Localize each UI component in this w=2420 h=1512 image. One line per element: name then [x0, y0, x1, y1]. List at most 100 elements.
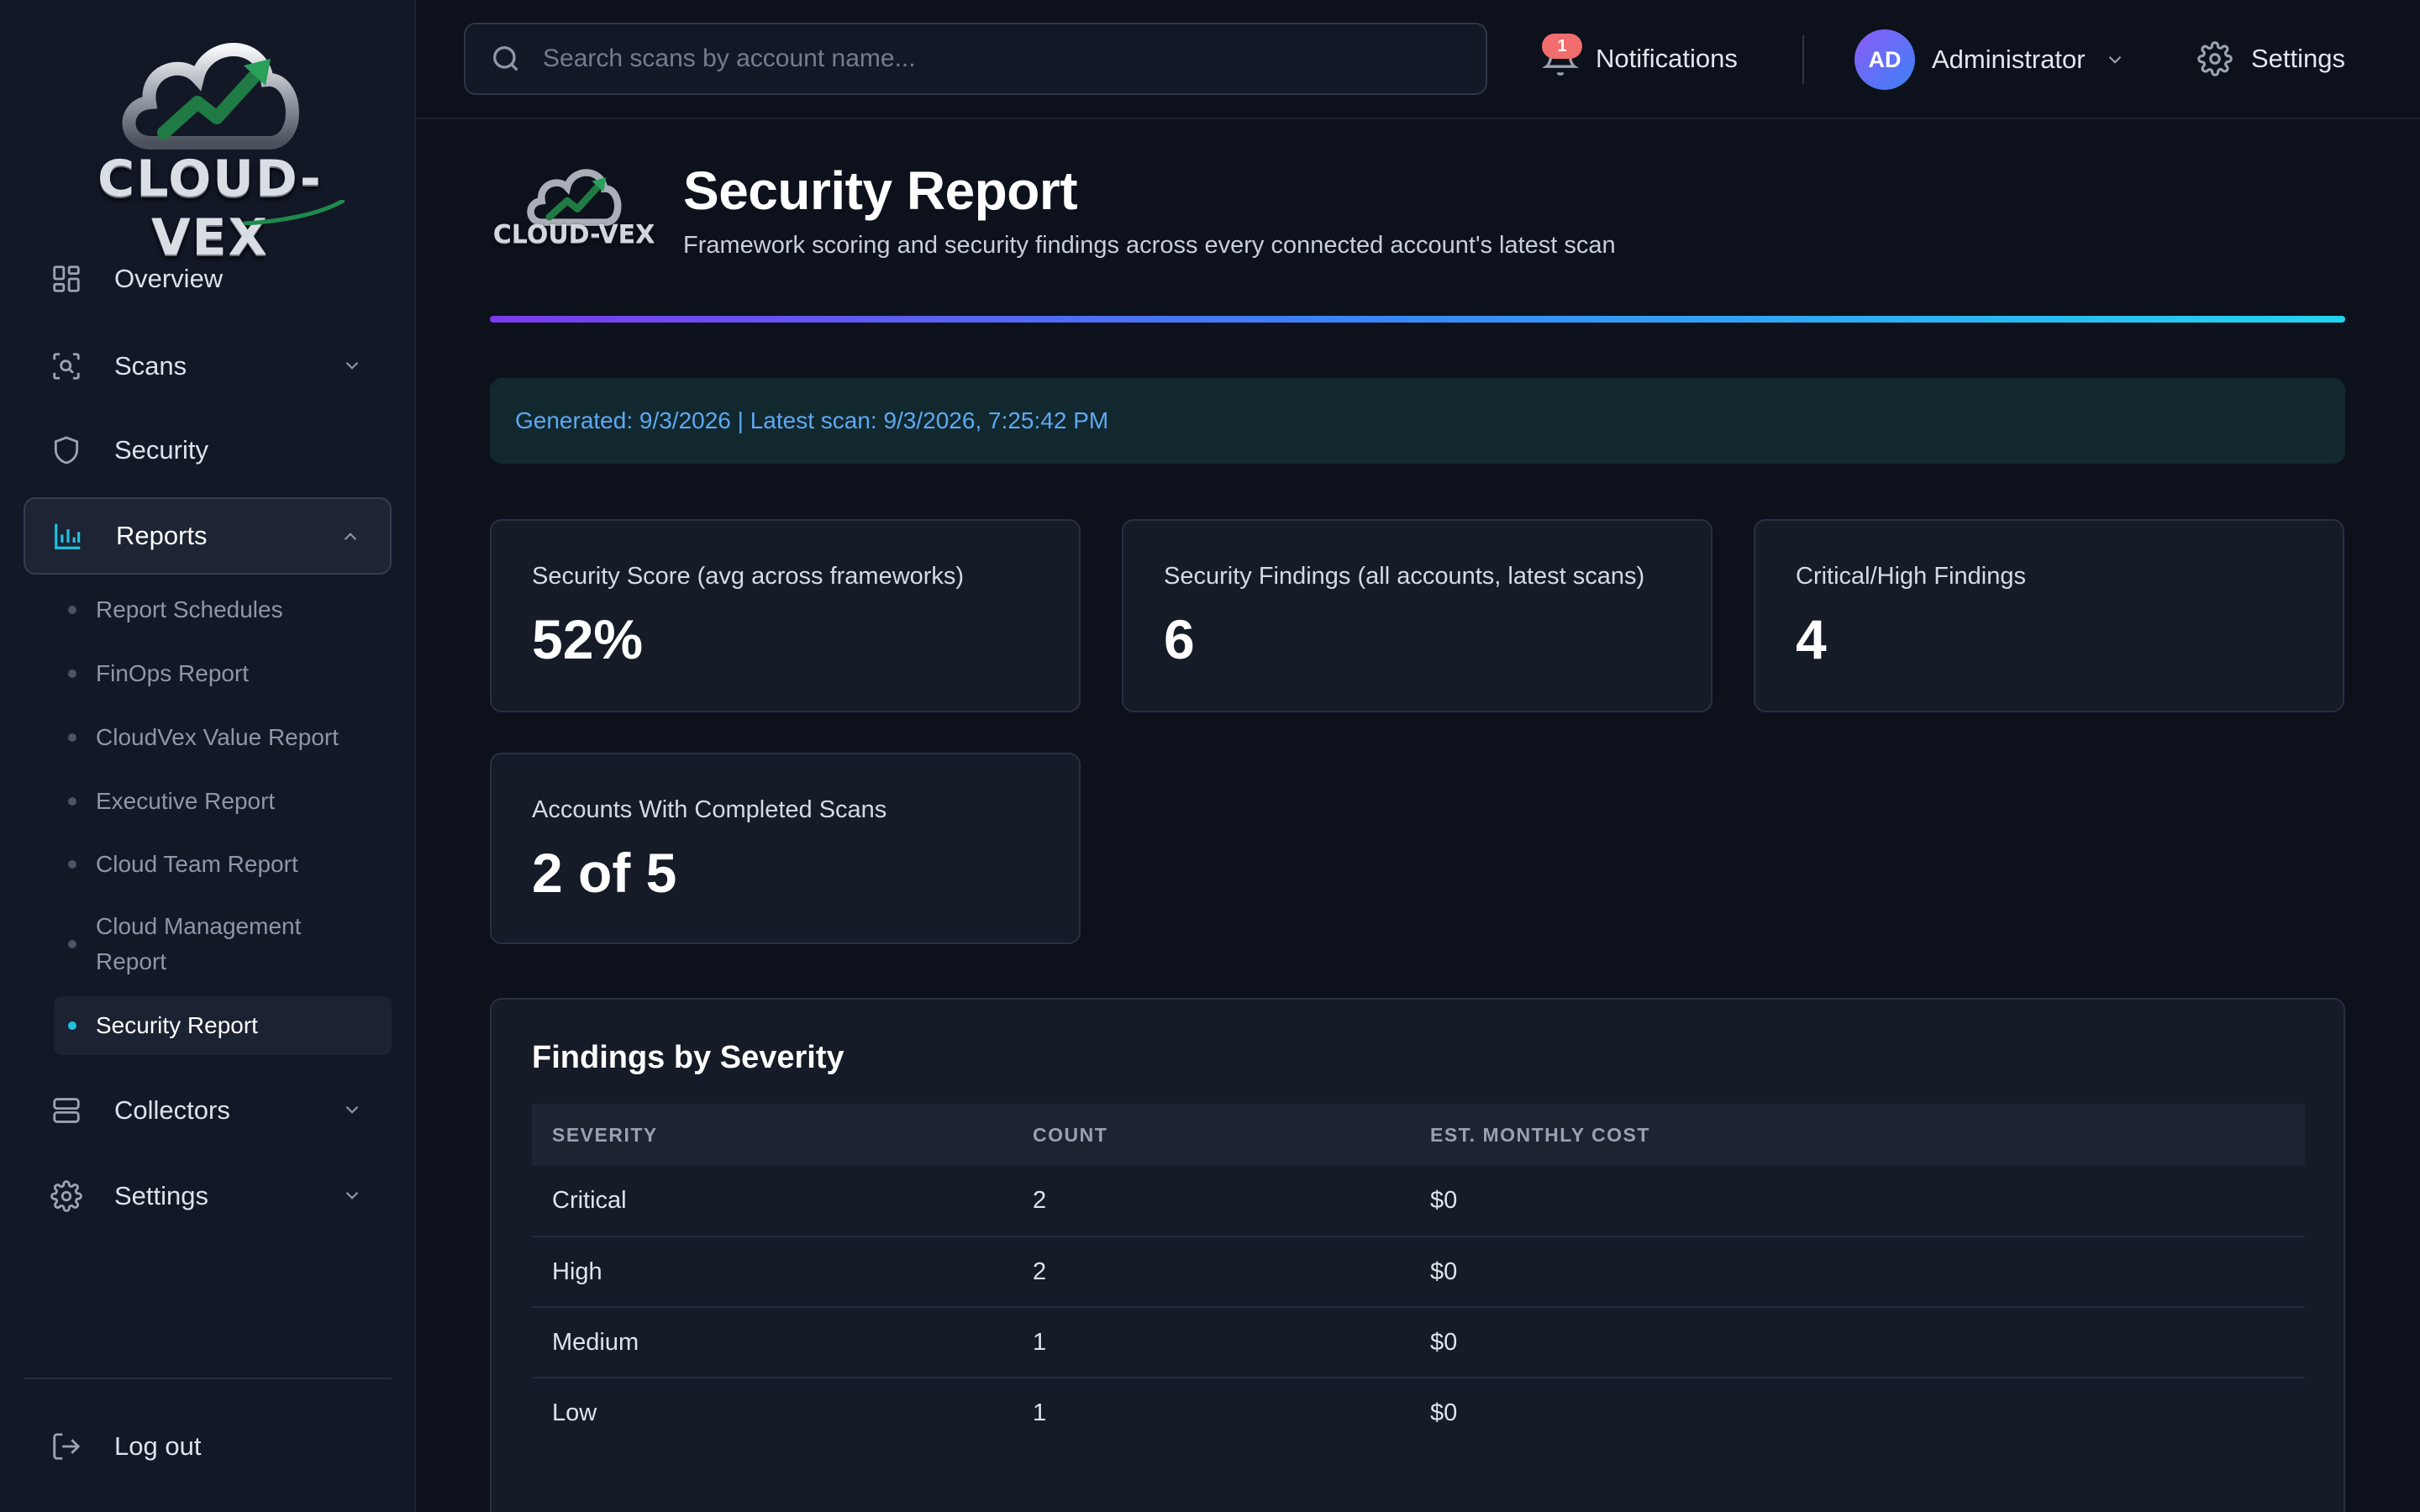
- brand-logo[interactable]: CLOUD-VEX: [42, 25, 378, 267]
- cell-cost: $0: [1410, 1236, 2305, 1308]
- chevron-down-icon[interactable]: [341, 1184, 363, 1206]
- sidebar-subitem-label: Executive Report: [96, 788, 276, 814]
- column-header-severity: SEVERITY: [532, 1104, 1013, 1166]
- findings-by-severity-card: Findings by Severity SEVERITY COUNT EST.…: [490, 998, 2345, 1512]
- sidebar-subitem-label: Security Report: [96, 1012, 258, 1038]
- sidebar-subitem-security-report[interactable]: Security Report: [54, 996, 392, 1055]
- logout-icon: [49, 1429, 84, 1464]
- sidebar-subitem-label: CloudVex Value Report: [96, 724, 339, 750]
- sidebar-subitem-label: Cloud Team Report: [96, 851, 298, 877]
- stat-card-security-score: Security Score (avg across frameworks) 5…: [490, 519, 1081, 712]
- table-row: Critical 2 $0: [532, 1166, 2305, 1237]
- server-icon: [49, 1093, 84, 1128]
- sidebar-item-label: Collectors: [114, 1095, 230, 1125]
- table-row: High 2 $0: [532, 1236, 2305, 1308]
- page-subtitle: Framework scoring and security findings …: [683, 232, 1616, 259]
- sidebar-subitem-cloud-team-report[interactable]: Cloud Team Report: [54, 835, 392, 894]
- sidebar-subitem-label: Cloud Management Report: [96, 913, 302, 974]
- sidebar-item-label: Security: [114, 435, 208, 465]
- stat-card-security-findings: Security Findings (all accounts, latest …: [1122, 519, 1712, 712]
- bullet-dot: [68, 797, 76, 806]
- cell-count: 1: [1033, 1399, 1047, 1426]
- brand-swoosh-icon: [244, 200, 345, 225]
- cell-cost: $0: [1410, 1166, 2305, 1237]
- sidebar-subitem-label: FinOps Report: [96, 660, 250, 686]
- cloud-logo-icon: [527, 169, 622, 226]
- table-row: Medium 1 $0: [532, 1307, 2305, 1378]
- gear-icon: [49, 1179, 84, 1214]
- bullet-dot: [68, 860, 76, 869]
- topbar-divider: [1802, 35, 1804, 84]
- notifications-button[interactable]: 1 Notifications: [1542, 34, 1738, 84]
- notification-count-badge: 1: [1542, 34, 1582, 59]
- stat-value: 6: [1164, 608, 1195, 670]
- cloud-logo-icon: [122, 43, 299, 150]
- stat-label: Security Findings (all accounts, latest …: [1164, 563, 1645, 590]
- column-header-cost: EST. MONTHLY COST: [1410, 1104, 2305, 1166]
- scan-icon: [49, 349, 84, 384]
- sidebar-item-collectors[interactable]: Collectors: [24, 1072, 392, 1149]
- stat-label: Security Score (avg across frameworks): [532, 563, 965, 590]
- bullet-dot: [68, 940, 76, 948]
- bullet-dot: [68, 733, 76, 742]
- sidebar-subitem-cloudvex-value-report[interactable]: CloudVex Value Report: [54, 708, 392, 767]
- settings-button[interactable]: Settings: [2197, 34, 2345, 84]
- table-title: Findings by Severity: [532, 1040, 844, 1075]
- report-header-logo: CLOUD-VEX: [490, 160, 658, 260]
- findings-table: SEVERITY COUNT EST. MONTHLY COST Critica…: [532, 1104, 2305, 1448]
- bullet-dot: [68, 606, 76, 614]
- stat-label: Critical/High Findings: [1796, 563, 2026, 590]
- sidebar-item-settings[interactable]: Settings: [24, 1158, 392, 1235]
- user-name: Administrator: [1932, 45, 2086, 74]
- sidebar-item-label: Settings: [114, 1181, 209, 1210]
- search-input[interactable]: [543, 45, 1467, 73]
- chevron-down-icon[interactable]: [341, 1099, 363, 1121]
- sidebar-item-label: Scans: [114, 351, 187, 381]
- gradient-divider: [490, 316, 2345, 323]
- sidebar-subitem-report-schedules[interactable]: Report Schedules: [54, 580, 392, 639]
- sidebar-item-label: Overview: [114, 264, 224, 293]
- cell-severity: Critical: [532, 1166, 1013, 1237]
- user-menu[interactable]: AD Administrator: [1854, 29, 2126, 91]
- sidebar-item-overview[interactable]: Overview: [24, 240, 392, 318]
- report-logo-wordmark: CLOUD-VEX: [492, 220, 655, 249]
- settings-label: Settings: [2251, 44, 2346, 73]
- logout-button[interactable]: Log out: [24, 1408, 392, 1485]
- stat-card-critical-high: Critical/High Findings 4: [1754, 519, 2344, 712]
- cell-count: 1: [1013, 1307, 1410, 1378]
- brand-wordmark: CLOUD-VEX: [97, 150, 323, 267]
- bell-icon: 1: [1542, 34, 1582, 77]
- gear-icon: [2197, 41, 2233, 76]
- table-header-row: SEVERITY COUNT EST. MONTHLY COST: [532, 1104, 2305, 1166]
- chevron-down-icon[interactable]: [341, 354, 363, 376]
- chevron-up-icon[interactable]: [339, 526, 361, 548]
- sidebar: CLOUD-VEX Overview Scans: [0, 0, 416, 1512]
- search-box[interactable]: [464, 23, 1487, 95]
- cell-severity: Medium: [532, 1307, 1013, 1378]
- sidebar-subitem-executive-report[interactable]: Executive Report: [54, 772, 392, 831]
- sidebar-subitem-finops-report[interactable]: FinOps Report: [54, 644, 392, 703]
- sidebar-item-security[interactable]: Security: [24, 412, 392, 489]
- stat-value: 2 of 5: [532, 842, 677, 904]
- topbar: 1 Notifications AD Administrator Setting…: [416, 0, 2420, 119]
- report-meta-text: Generated: 9/3/2026 | Latest scan: 9/3/2…: [515, 407, 1109, 433]
- sidebar-divider: [24, 1378, 392, 1379]
- cell-severity: High: [532, 1236, 1013, 1308]
- sidebar-item-scans[interactable]: Scans: [24, 328, 392, 405]
- sidebar-subitem-label: Report Schedules: [96, 596, 283, 622]
- report-meta-banner: Generated: 9/3/2026 | Latest scan: 9/3/2…: [490, 378, 2345, 464]
- stat-value: 52%: [532, 608, 644, 670]
- bar-chart-icon: [50, 518, 86, 554]
- stat-value: 4: [1796, 608, 1827, 670]
- sidebar-subitem-cloud-management-report[interactable]: Cloud Management Report: [54, 904, 331, 984]
- cell-cost: $0: [1430, 1399, 1458, 1426]
- chevron-down-icon: [2108, 55, 2121, 64]
- page-title: Security Report: [683, 160, 1078, 221]
- column-header-count: COUNT: [1013, 1104, 1410, 1166]
- sidebar-item-reports[interactable]: Reports: [24, 497, 392, 575]
- cell-severity: Low: [552, 1399, 597, 1426]
- shield-icon: [49, 433, 84, 468]
- notifications-label: Notifications: [1596, 44, 1738, 73]
- grid-icon: [49, 261, 84, 297]
- cell-cost: $0: [1410, 1307, 2305, 1378]
